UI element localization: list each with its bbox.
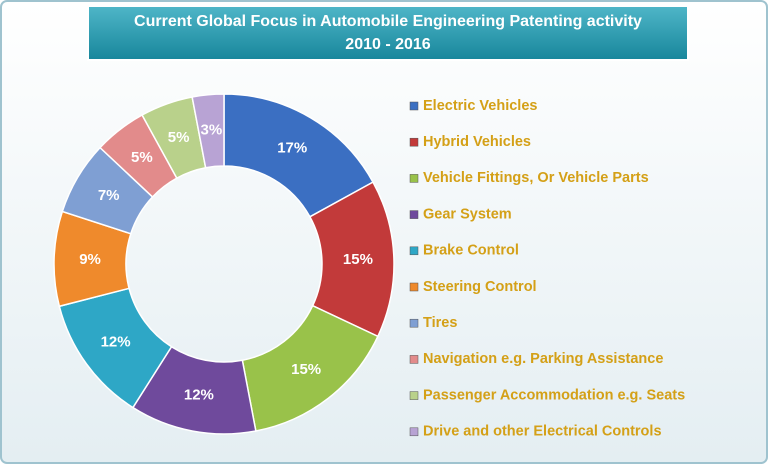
chart-subtitle: 2010 - 2016 <box>345 36 431 53</box>
data-label: 3% <box>201 122 223 139</box>
donut-slice <box>191 93 225 169</box>
data-label: 15% <box>291 361 321 378</box>
data-label: 12% <box>101 334 131 351</box>
legend-swatch <box>409 101 419 111</box>
data-label: 7% <box>98 187 120 204</box>
legend-label: Drive and other Electrical Controls <box>423 424 662 440</box>
legend-swatch <box>409 246 419 256</box>
legend-label: Brake Control <box>423 243 519 259</box>
data-label: 5% <box>168 129 190 146</box>
legend-label: Gear System <box>423 206 512 222</box>
legend-label: Steering Control <box>423 279 537 295</box>
legend-label: Electric Vehicles <box>423 98 537 114</box>
data-label: 17% <box>277 140 307 157</box>
legend-label: Passenger Accommodation e.g. Seats <box>423 387 685 403</box>
legend-label: Tires <box>423 315 457 331</box>
legend-label: Hybrid Vehicles <box>423 134 531 150</box>
legend-swatch <box>409 137 419 147</box>
chart-title: Current Global Focus in Automobile Engin… <box>134 13 642 30</box>
legend-label: Navigation e.g. Parking Assistance <box>423 351 663 367</box>
legend-swatch <box>409 427 419 437</box>
legend-swatch <box>409 391 419 400</box>
data-label: 15% <box>343 251 373 268</box>
legend-swatch <box>409 355 419 364</box>
legend-swatch <box>409 282 419 292</box>
data-label: 5% <box>131 149 153 166</box>
legend-swatch <box>409 318 419 328</box>
data-label: 9% <box>79 251 101 268</box>
legend-swatch <box>409 174 419 183</box>
legend-swatch <box>409 210 419 219</box>
title-box <box>87 5 689 61</box>
legend-label: Vehicle Fittings, Or Vehicle Parts <box>423 170 649 186</box>
data-label: 12% <box>184 387 214 404</box>
